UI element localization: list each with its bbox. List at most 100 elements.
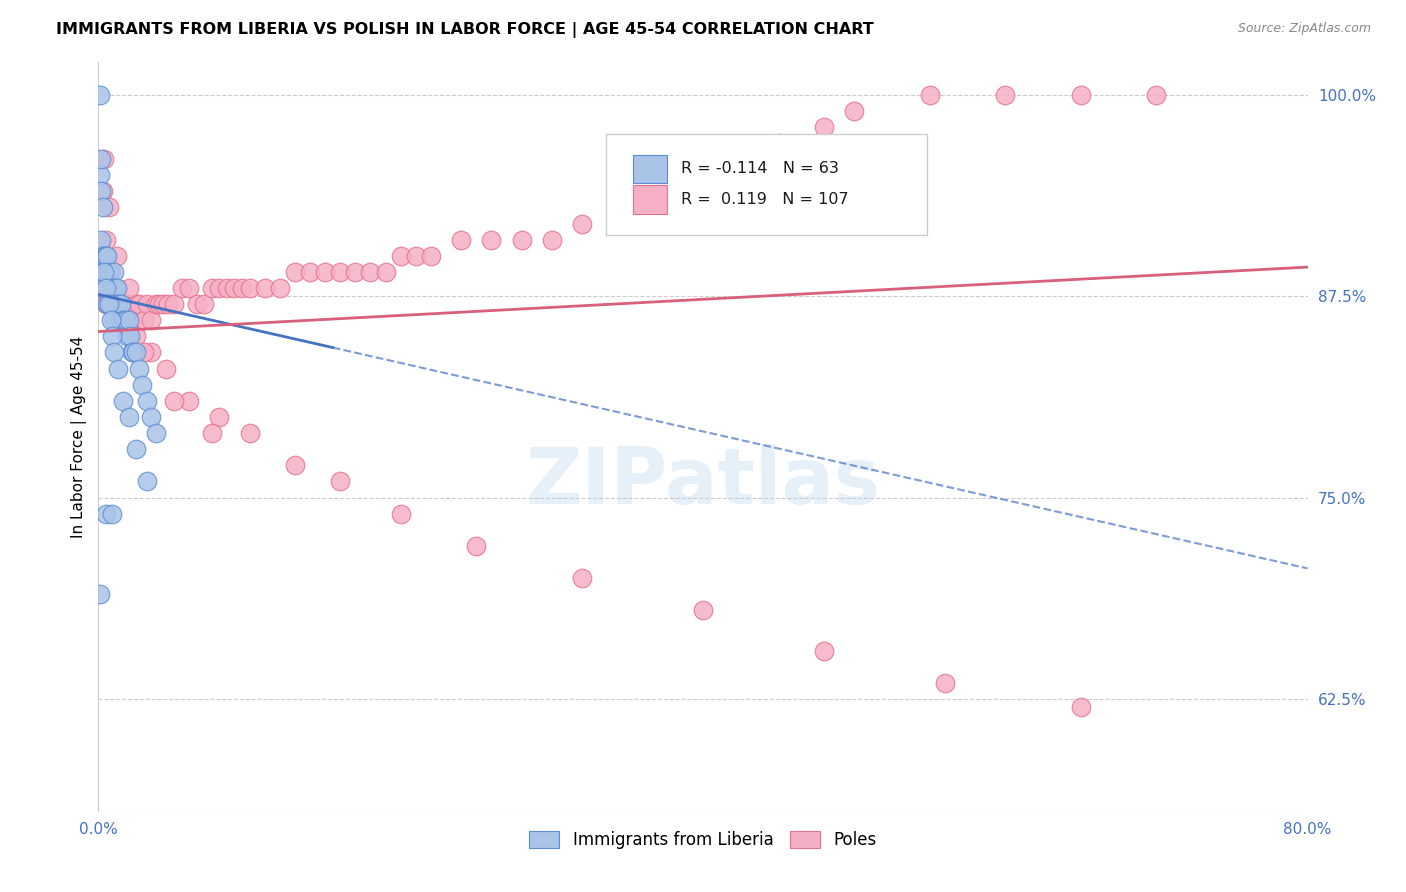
Point bbox=[110, 297, 132, 311]
Point bbox=[201, 281, 224, 295]
Point bbox=[93, 249, 115, 263]
Point bbox=[107, 297, 129, 311]
Point bbox=[96, 281, 118, 295]
Point bbox=[103, 281, 125, 295]
Point bbox=[89, 265, 111, 279]
Point bbox=[96, 281, 118, 295]
Point bbox=[104, 281, 127, 295]
Point bbox=[141, 345, 163, 359]
Point bbox=[94, 507, 117, 521]
Point bbox=[481, 233, 503, 247]
Point bbox=[269, 281, 291, 295]
Point bbox=[94, 281, 117, 295]
Point bbox=[89, 87, 111, 102]
Point bbox=[94, 249, 117, 263]
Point bbox=[122, 297, 145, 311]
Point bbox=[128, 361, 150, 376]
Point bbox=[121, 345, 143, 359]
Point bbox=[101, 281, 124, 295]
Point bbox=[121, 313, 143, 327]
Point bbox=[1070, 700, 1092, 714]
Point bbox=[179, 281, 201, 295]
Text: IMMIGRANTS FROM LIBERIA VS POLISH IN LABOR FORCE | AGE 45-54 CORRELATION CHART: IMMIGRANTS FROM LIBERIA VS POLISH IN LAB… bbox=[56, 22, 875, 38]
Point bbox=[114, 313, 136, 327]
Point bbox=[100, 313, 122, 327]
Point bbox=[284, 458, 307, 473]
Point bbox=[104, 297, 127, 311]
Point bbox=[94, 281, 117, 295]
Point bbox=[96, 297, 118, 311]
Point bbox=[768, 136, 790, 150]
Point bbox=[91, 281, 114, 295]
Point bbox=[98, 201, 121, 215]
Point bbox=[91, 249, 114, 263]
Point bbox=[374, 265, 396, 279]
Point bbox=[994, 87, 1017, 102]
Point bbox=[152, 297, 174, 311]
Point bbox=[125, 329, 148, 343]
Point bbox=[128, 297, 150, 311]
Point bbox=[224, 281, 246, 295]
Point bbox=[616, 201, 638, 215]
Point bbox=[163, 393, 186, 408]
Point bbox=[94, 281, 117, 295]
Point bbox=[405, 249, 427, 263]
Legend: Immigrants from Liberia, Poles: Immigrants from Liberia, Poles bbox=[523, 824, 883, 855]
Point bbox=[90, 185, 112, 199]
FancyBboxPatch shape bbox=[606, 134, 927, 235]
Point bbox=[115, 329, 138, 343]
Point bbox=[314, 265, 336, 279]
Point bbox=[934, 675, 956, 690]
Point bbox=[107, 297, 129, 311]
Point bbox=[239, 425, 262, 440]
Point bbox=[844, 103, 866, 118]
Point bbox=[94, 265, 117, 279]
Point bbox=[89, 168, 111, 182]
Point bbox=[465, 539, 488, 553]
Point bbox=[90, 281, 112, 295]
Point bbox=[91, 185, 114, 199]
Point bbox=[132, 345, 155, 359]
Point bbox=[105, 249, 128, 263]
Point bbox=[813, 643, 835, 657]
Point bbox=[93, 281, 115, 295]
Point bbox=[91, 265, 114, 279]
Point bbox=[100, 297, 122, 311]
Point bbox=[208, 281, 231, 295]
Point bbox=[186, 297, 208, 311]
Point bbox=[118, 409, 141, 424]
Point bbox=[253, 281, 276, 295]
Point bbox=[329, 265, 352, 279]
Point bbox=[571, 217, 593, 231]
Point bbox=[111, 297, 134, 311]
Point bbox=[510, 233, 533, 247]
Point bbox=[1070, 87, 1092, 102]
Point bbox=[96, 297, 118, 311]
Point bbox=[122, 345, 145, 359]
Point bbox=[125, 345, 148, 359]
Point bbox=[571, 571, 593, 585]
Point bbox=[111, 313, 134, 327]
Point bbox=[231, 281, 253, 295]
Point bbox=[104, 281, 127, 295]
Point bbox=[90, 249, 112, 263]
Point bbox=[91, 201, 114, 215]
Point bbox=[100, 297, 122, 311]
Point bbox=[179, 393, 201, 408]
Point bbox=[135, 475, 157, 489]
Point bbox=[163, 297, 186, 311]
Point bbox=[360, 265, 382, 279]
Point bbox=[156, 297, 179, 311]
Point bbox=[118, 297, 141, 311]
Point bbox=[90, 152, 112, 166]
Point bbox=[89, 587, 111, 601]
Point bbox=[101, 329, 124, 343]
Point bbox=[1144, 87, 1167, 102]
Point bbox=[145, 425, 167, 440]
Text: ZIPatlas: ZIPatlas bbox=[526, 444, 880, 520]
Point bbox=[93, 152, 115, 166]
Point bbox=[110, 297, 132, 311]
Point bbox=[101, 297, 124, 311]
Point bbox=[813, 120, 835, 134]
Text: R =  0.119   N = 107: R = 0.119 N = 107 bbox=[682, 192, 849, 207]
